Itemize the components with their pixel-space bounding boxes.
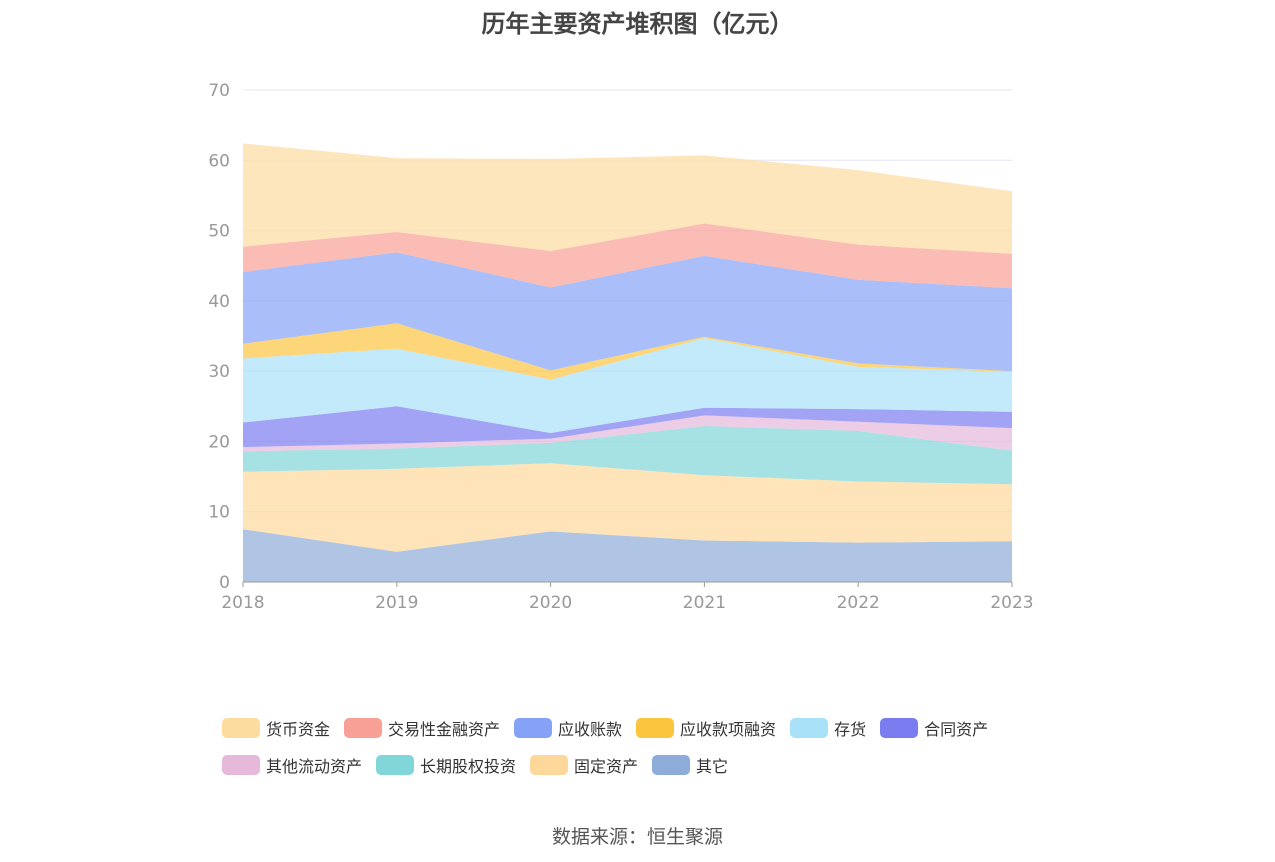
legend-swatch: [222, 717, 260, 738]
area-series-0: [243, 529, 1012, 582]
x-tick-label: 2020: [529, 593, 572, 613]
area-series-1: [243, 463, 1012, 552]
x-tick-label: 2023: [990, 593, 1033, 613]
legend-label: 货币资金: [266, 719, 331, 739]
legend-label: 存货: [834, 719, 867, 739]
legend-label: 其他流动资产: [266, 756, 363, 776]
y-tick-label: 60: [208, 151, 230, 171]
legend-label: 交易性金融资产: [388, 719, 501, 739]
stacked-area-chart: 0 10 20 30 40 50 60 70 2018 2019 2020 2021 2022 2023: [208, 81, 1033, 613]
area-series-4: [243, 406, 1012, 448]
area-series-2: [243, 426, 1012, 485]
x-tick-label: 2022: [837, 593, 880, 613]
legend-item[interactable]: 货币资金: [222, 716, 330, 740]
legend-swatch: [790, 717, 829, 738]
data-source-note: 数据来源：恒生聚源: [551, 826, 723, 848]
legend-swatch: [514, 717, 553, 738]
legend-label: 应收款项融资: [680, 719, 777, 739]
chart-legend: 货币资金 交易性金融资产 应收账款 应收款项融资 存货 合同资产 其他流动资产 长期股权投资…: [222, 709, 1082, 783]
y-tick-label: 30: [208, 362, 230, 382]
area-series-8: [243, 223, 1012, 289]
x-tick-label: 2021: [683, 593, 726, 613]
y-tick-label: 0: [219, 573, 230, 593]
area-series-7: [243, 252, 1012, 372]
y-tick-label: 70: [208, 81, 230, 101]
legend-swatch: [636, 717, 675, 738]
y-tick-label: 10: [208, 503, 230, 523]
legend-swatch: [344, 717, 383, 738]
legend-item[interactable]: 存货: [790, 716, 866, 740]
legend-label: 应收账款: [558, 719, 623, 739]
legend-item[interactable]: 应收款项融资: [636, 716, 776, 740]
legend-row: 货币资金 交易性金融资产 应收账款 应收款项融资 存货 合同资产: [222, 709, 1082, 746]
legend-swatch: [530, 754, 569, 775]
x-tick-label: 2018: [221, 593, 264, 613]
legend-item[interactable]: 固定资产: [530, 753, 638, 777]
legend-swatch: [376, 754, 415, 775]
area-series-5: [243, 338, 1012, 433]
chart-title: 历年主要资产堆积图（亿元）: [481, 10, 794, 38]
y-tick-label: 20: [208, 432, 230, 452]
legend-swatch: [222, 754, 260, 775]
legend-row: 其他流动资产 长期股权投资 固定资产 其它: [222, 746, 1082, 783]
legend-item[interactable]: 交易性金融资产: [344, 716, 500, 740]
legend-label: 长期股权投资: [420, 756, 517, 776]
legend-item[interactable]: 应收账款: [514, 716, 622, 740]
legend-item[interactable]: 其他流动资产: [222, 753, 362, 777]
legend-label: 合同资产: [924, 719, 989, 739]
legend-item[interactable]: 长期股权投资: [376, 753, 516, 777]
area-series-3: [243, 415, 1012, 452]
y-tick-label: 40: [208, 292, 230, 312]
area-series-6: [243, 323, 1012, 380]
legend-label: 其它: [696, 756, 729, 776]
legend-item[interactable]: 合同资产: [880, 716, 988, 740]
legend-label: 固定资产: [574, 756, 639, 776]
x-tick-label: 2019: [375, 593, 418, 613]
legend-swatch: [880, 717, 919, 738]
area-series-9: [243, 143, 1012, 254]
legend-item[interactable]: 其它: [652, 753, 728, 777]
y-tick-label: 50: [208, 222, 230, 242]
legend-swatch: [652, 754, 691, 775]
